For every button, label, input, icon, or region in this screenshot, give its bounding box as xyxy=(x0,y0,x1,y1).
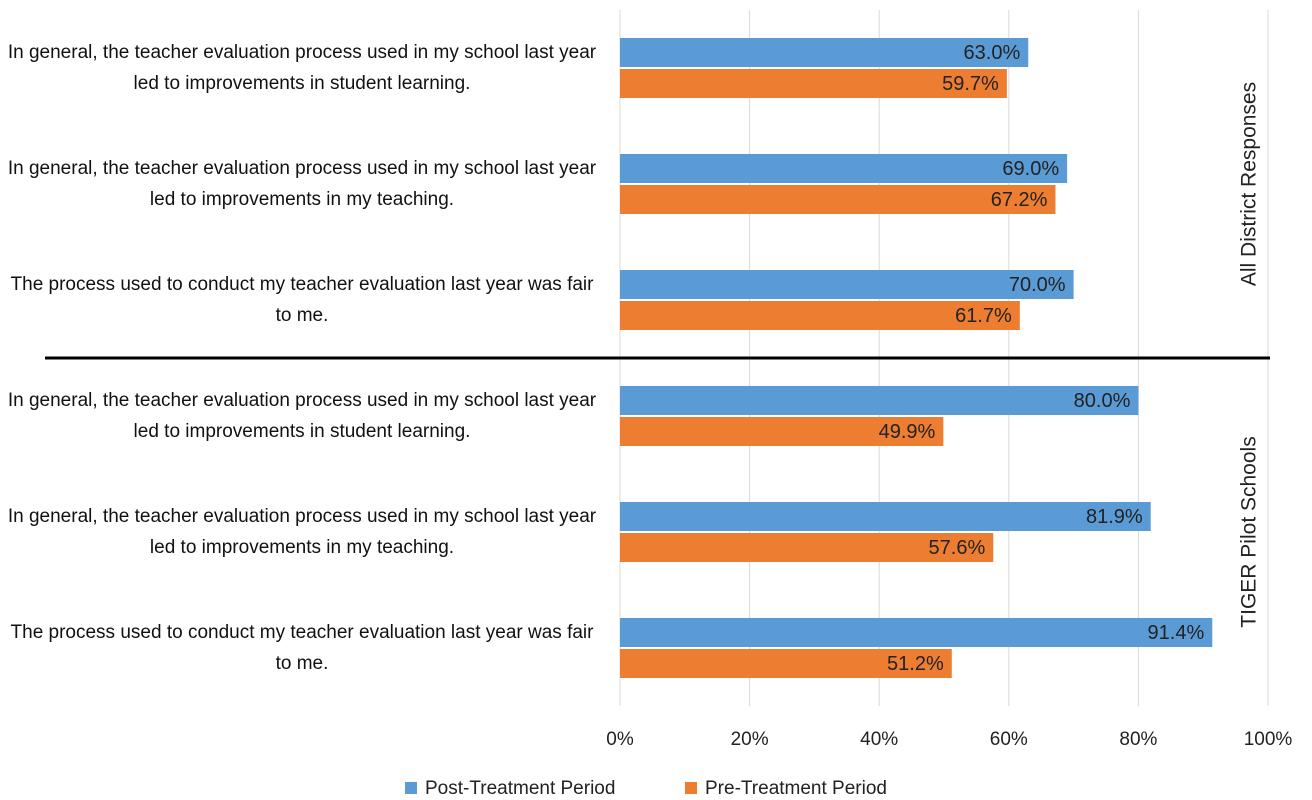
bar xyxy=(620,270,1074,299)
category-label: In general, the teacher evaluation proce… xyxy=(7,390,597,442)
bar xyxy=(620,69,1007,98)
x-tick-label: 80% xyxy=(1119,729,1157,750)
bar xyxy=(620,502,1151,531)
x-tick-label: 0% xyxy=(606,729,634,750)
value-label: 67.2% xyxy=(991,189,1048,211)
bar xyxy=(620,301,1020,330)
value-label: 59.7% xyxy=(942,73,999,95)
bar xyxy=(620,649,952,678)
bar xyxy=(620,618,1213,647)
category-label: The process used to conduct my teacher e… xyxy=(10,622,594,674)
x-tick-label: 100% xyxy=(1244,729,1293,750)
value-label: 80.0% xyxy=(1074,390,1131,412)
value-label: 61.7% xyxy=(955,305,1012,327)
group-label: TIGER Pilot Schools xyxy=(1238,436,1261,627)
value-label: 81.9% xyxy=(1086,506,1143,528)
legend-label: Pre-Treatment Period xyxy=(705,778,887,799)
bar xyxy=(620,417,944,446)
group-label: All District Responses xyxy=(1238,82,1261,286)
bar xyxy=(620,38,1029,67)
value-label: 91.4% xyxy=(1148,622,1205,644)
x-tick-label: 40% xyxy=(860,729,898,750)
bar xyxy=(620,533,994,562)
category-label: In general, the teacher evaluation proce… xyxy=(7,42,597,94)
bar xyxy=(620,185,1056,214)
x-tick-label: 60% xyxy=(990,729,1028,750)
value-label: 49.9% xyxy=(879,421,936,443)
bar xyxy=(620,154,1068,183)
x-tick-label: 20% xyxy=(731,729,769,750)
legend-label: Post-Treatment Period xyxy=(425,778,615,799)
value-label: 51.2% xyxy=(887,653,944,675)
category-label: In general, the teacher evaluation proce… xyxy=(7,158,597,210)
legend-swatch xyxy=(685,782,697,794)
legend-swatch xyxy=(405,782,417,794)
category-label: The process used to conduct my teacher e… xyxy=(10,274,594,326)
category-label: In general, the teacher evaluation proce… xyxy=(7,506,597,558)
value-label: 69.0% xyxy=(1002,158,1059,180)
value-label: 70.0% xyxy=(1009,274,1066,296)
value-label: 57.6% xyxy=(929,537,986,559)
bar xyxy=(620,386,1139,415)
value-label: 63.0% xyxy=(964,42,1021,64)
